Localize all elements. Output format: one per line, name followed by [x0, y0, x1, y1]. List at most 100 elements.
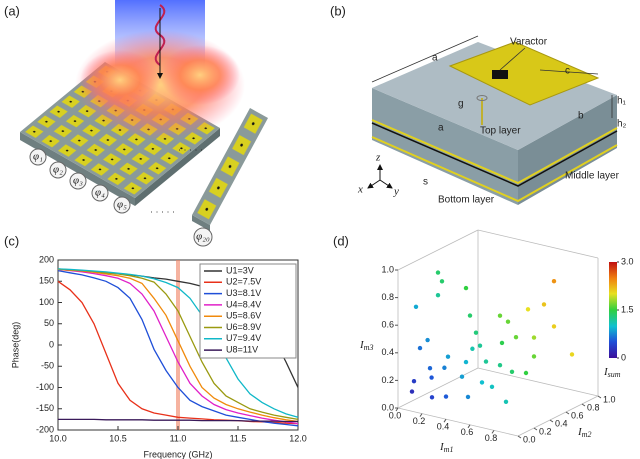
- y-tick-label: 0.4: [555, 418, 568, 428]
- y-tick: [549, 419, 554, 423]
- phase-label: φ₁: [33, 151, 43, 163]
- layer-label: Top layer: [480, 126, 521, 137]
- data-point: [483, 359, 489, 364]
- series-line: [57, 280, 299, 425]
- y-tick-label: 0.6: [571, 410, 584, 420]
- data-point: [417, 345, 423, 351]
- data-point: [477, 343, 483, 348]
- data-point: [413, 304, 419, 309]
- y-tick: [581, 403, 586, 407]
- y-tick: [517, 435, 522, 439]
- dimension-label: a: [438, 123, 444, 134]
- legend-label: U7=9.4V: [226, 333, 261, 343]
- highlight-band: [176, 260, 180, 430]
- y-tick-label: 100: [39, 297, 54, 307]
- data-point: [497, 363, 503, 368]
- y-tick: [597, 395, 602, 399]
- x-tick-label: 0.2: [413, 416, 426, 426]
- ellipsis: · · · · ·: [178, 144, 203, 154]
- data-point: [435, 293, 441, 298]
- y-axis-label-sub: m2: [582, 430, 592, 439]
- data-point: [442, 365, 447, 370]
- x-tick-label: 0.4: [437, 422, 450, 432]
- data-point: [569, 352, 575, 357]
- y-tick-label: -50: [41, 361, 54, 371]
- y-tick: [533, 427, 538, 431]
- axis-label: y: [393, 186, 399, 198]
- x-tick: [419, 413, 423, 417]
- data-point: [463, 359, 469, 365]
- data-point: [531, 335, 537, 340]
- z-tick-label: 0.0: [381, 402, 394, 412]
- panel-label: (d): [333, 233, 349, 248]
- x-tick-label: 11.5: [230, 433, 247, 443]
- data-point: [503, 399, 509, 404]
- phase-label: φ₃: [73, 175, 83, 187]
- y-tick-label: 200: [39, 254, 54, 264]
- box-edge: [397, 407, 519, 437]
- data-point: [479, 380, 485, 385]
- legend-label: U5=8.6V: [226, 311, 261, 321]
- z-axis-label: Im3: [359, 339, 373, 352]
- data-point: [473, 330, 479, 335]
- y-tick-label: -150: [36, 403, 54, 413]
- data-point: [499, 340, 505, 346]
- data-point: [509, 369, 515, 374]
- colorbar-tick-label: 0: [621, 352, 626, 362]
- component-label: Varactor: [510, 37, 548, 48]
- box-edge: [517, 395, 599, 437]
- legend-label: U2=7.5V: [226, 277, 261, 287]
- phase-label: φ₅: [117, 199, 127, 211]
- data-point: [463, 285, 469, 291]
- data-point: [409, 389, 415, 394]
- x-tick: [467, 424, 471, 429]
- legend: [199, 263, 297, 359]
- data-point: [429, 395, 435, 400]
- x-tick-label: 11.0: [170, 433, 187, 443]
- colorbar-tick-label: 3.0: [621, 256, 634, 266]
- colorbar-label-main: I: [603, 366, 609, 378]
- y-tick-label: 0: [49, 339, 54, 349]
- colorbar-tick-label: 1.5: [621, 304, 634, 314]
- data-point: [435, 270, 441, 275]
- dimension-label: a: [432, 53, 438, 64]
- panel-a: · · · · · · · · · · φ₁ φ₂ φ₃ φ₄ φ₅ φ₂₀: [20, 0, 269, 247]
- colorbar-label: Isum: [603, 366, 621, 379]
- phase-label: φ₂₀: [196, 231, 210, 243]
- x-tick: [443, 418, 447, 423]
- data-point: [465, 394, 471, 400]
- panel-label: (c): [4, 233, 19, 248]
- data-point: [541, 302, 547, 307]
- data-point: [439, 279, 445, 284]
- series-line: [57, 268, 299, 425]
- layer-label: Middle layer: [565, 171, 620, 182]
- layer-label: Bottom layer: [438, 195, 495, 206]
- y-tick-label: -100: [36, 382, 54, 392]
- z-tick-label: 0.8: [381, 292, 394, 302]
- series-line: [58, 418, 298, 423]
- ellipsis: · · · · ·: [150, 206, 175, 216]
- x-tick-label: 10.0: [49, 433, 67, 443]
- box-edge: [477, 367, 599, 397]
- z-tick-label: 0.6: [381, 320, 394, 330]
- y-tick-label: 50: [44, 318, 54, 328]
- y-tick-label: 0.0: [523, 434, 536, 444]
- legend-label: U1=3V: [226, 265, 254, 275]
- legend-label: U4=8.4V: [226, 299, 261, 309]
- x-tick: [395, 407, 399, 412]
- data-point: [551, 324, 557, 329]
- dimension-label: h₂: [617, 119, 627, 130]
- data-point: [470, 346, 475, 351]
- dimension-label: h₁: [617, 96, 627, 107]
- data-point: [443, 394, 449, 399]
- x-axis-label-main: I: [439, 441, 445, 453]
- panel-label: (b): [330, 3, 346, 18]
- data-point: [429, 375, 434, 380]
- y-axis-label: Phase(deg): [10, 322, 20, 369]
- z-tick-label: 0.2: [381, 375, 394, 385]
- data-point: [531, 354, 537, 359]
- z-axis-label-sub: m3: [364, 343, 374, 352]
- dimension-label: b: [578, 111, 584, 122]
- box-edge: [397, 367, 479, 409]
